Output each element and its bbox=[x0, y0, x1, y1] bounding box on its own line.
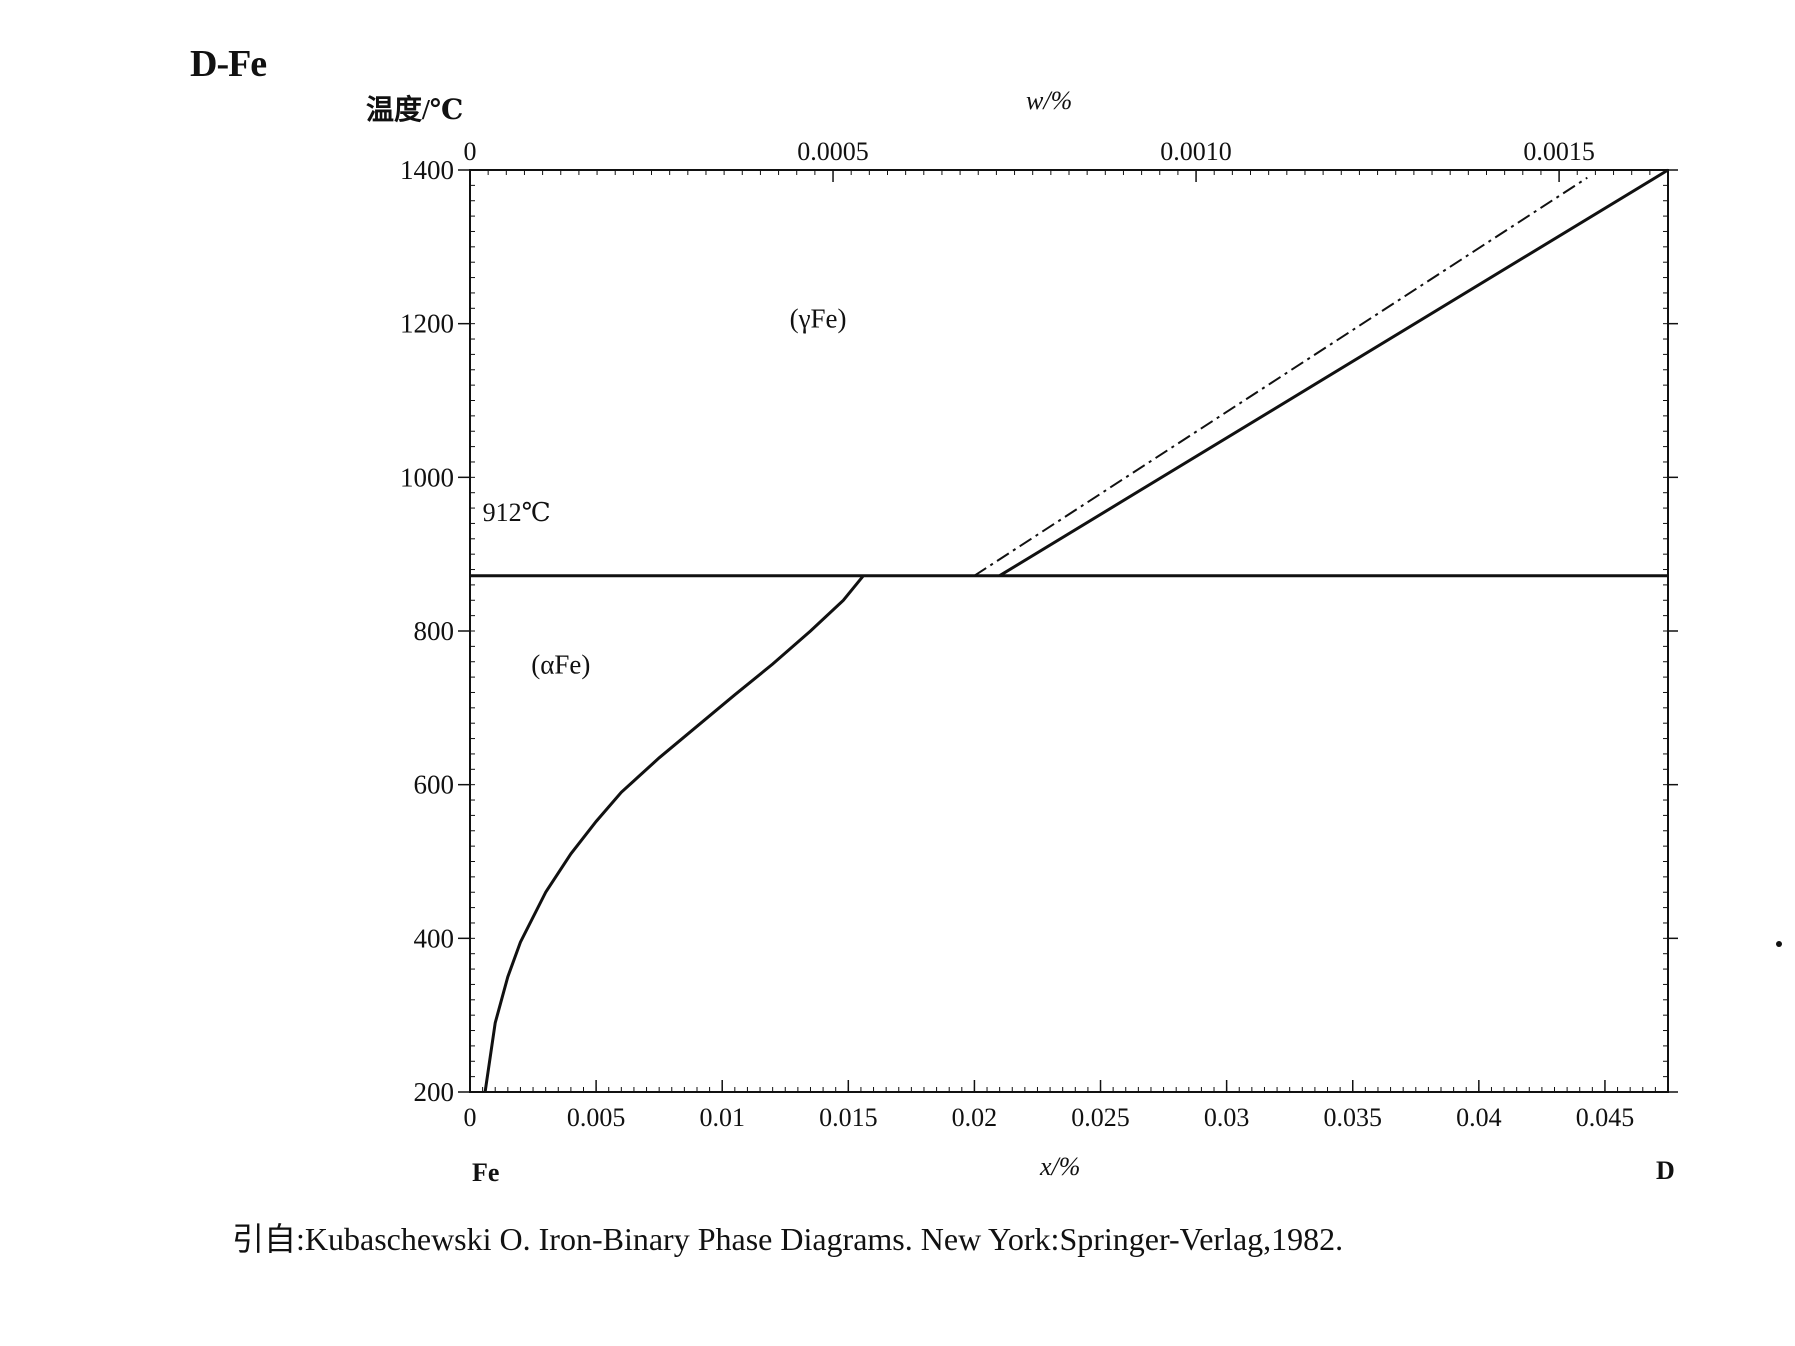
source-caption: 引自:Kubaschewski O. Iron-Binary Phase Dia… bbox=[232, 1221, 1344, 1257]
x-tick-label: 0.01 bbox=[699, 1103, 745, 1132]
x-tick-label: 0.035 bbox=[1323, 1103, 1382, 1132]
axis-ticks: 0 0.005 0.01 0.015 0.02 0.025 0.03 0.035 0.04 0.0… bbox=[400, 137, 1678, 1132]
x-tick-label: 0.04 bbox=[1456, 1103, 1502, 1132]
x2-tick-label: 0.0005 bbox=[797, 137, 869, 166]
y-tick-label: 1200 bbox=[400, 309, 454, 339]
chart-title: D-Fe bbox=[190, 43, 267, 85]
boundary-curve bbox=[998, 168, 1669, 577]
boundary-curve bbox=[483, 574, 865, 1093]
y-tick-label: 400 bbox=[414, 923, 455, 953]
stray-mark bbox=[1776, 941, 1782, 947]
x-axis-label: x/% bbox=[1040, 1152, 1081, 1181]
y-tick-label: 1400 bbox=[400, 155, 454, 185]
left-component-label: Fe bbox=[472, 1158, 500, 1187]
x-tick-label: 0.015 bbox=[819, 1103, 878, 1132]
x2-tick-label: 0.0010 bbox=[1160, 137, 1232, 166]
isotherm-label: 912℃ bbox=[483, 498, 551, 527]
top-axis-label: w/% bbox=[1026, 86, 1073, 115]
phase-boundaries bbox=[470, 168, 1669, 1093]
chart-labels: (γFe) (αFe) 912℃ bbox=[483, 304, 847, 680]
y-tick-label: 1000 bbox=[400, 462, 454, 492]
x-tick-label: 0.045 bbox=[1576, 1103, 1635, 1132]
x-tick-label: 0.005 bbox=[567, 1103, 626, 1132]
plot-frame bbox=[469, 169, 1669, 1093]
boundary-curve-dashdot bbox=[973, 176, 1588, 577]
region-label: (γFe) bbox=[790, 304, 847, 334]
right-component-label: D bbox=[1656, 1156, 1675, 1185]
x-tick-label: 0 bbox=[464, 1103, 477, 1132]
y-axis-label: 温度/℃ bbox=[366, 95, 464, 126]
region-label: (αFe) bbox=[531, 649, 590, 679]
y-tick-label: 800 bbox=[414, 616, 455, 646]
x2-tick-label: 0.0015 bbox=[1523, 137, 1595, 166]
x-tick-label: 0.025 bbox=[1071, 1103, 1130, 1132]
x-tick-label: 0.03 bbox=[1204, 1103, 1250, 1132]
y-tick-label: 200 bbox=[414, 1077, 455, 1107]
y-tick-label: 600 bbox=[414, 770, 455, 800]
x2-tick-label: 0 bbox=[464, 137, 477, 166]
plot-border bbox=[469, 169, 1669, 1093]
x-tick-label: 0.02 bbox=[952, 1103, 998, 1132]
